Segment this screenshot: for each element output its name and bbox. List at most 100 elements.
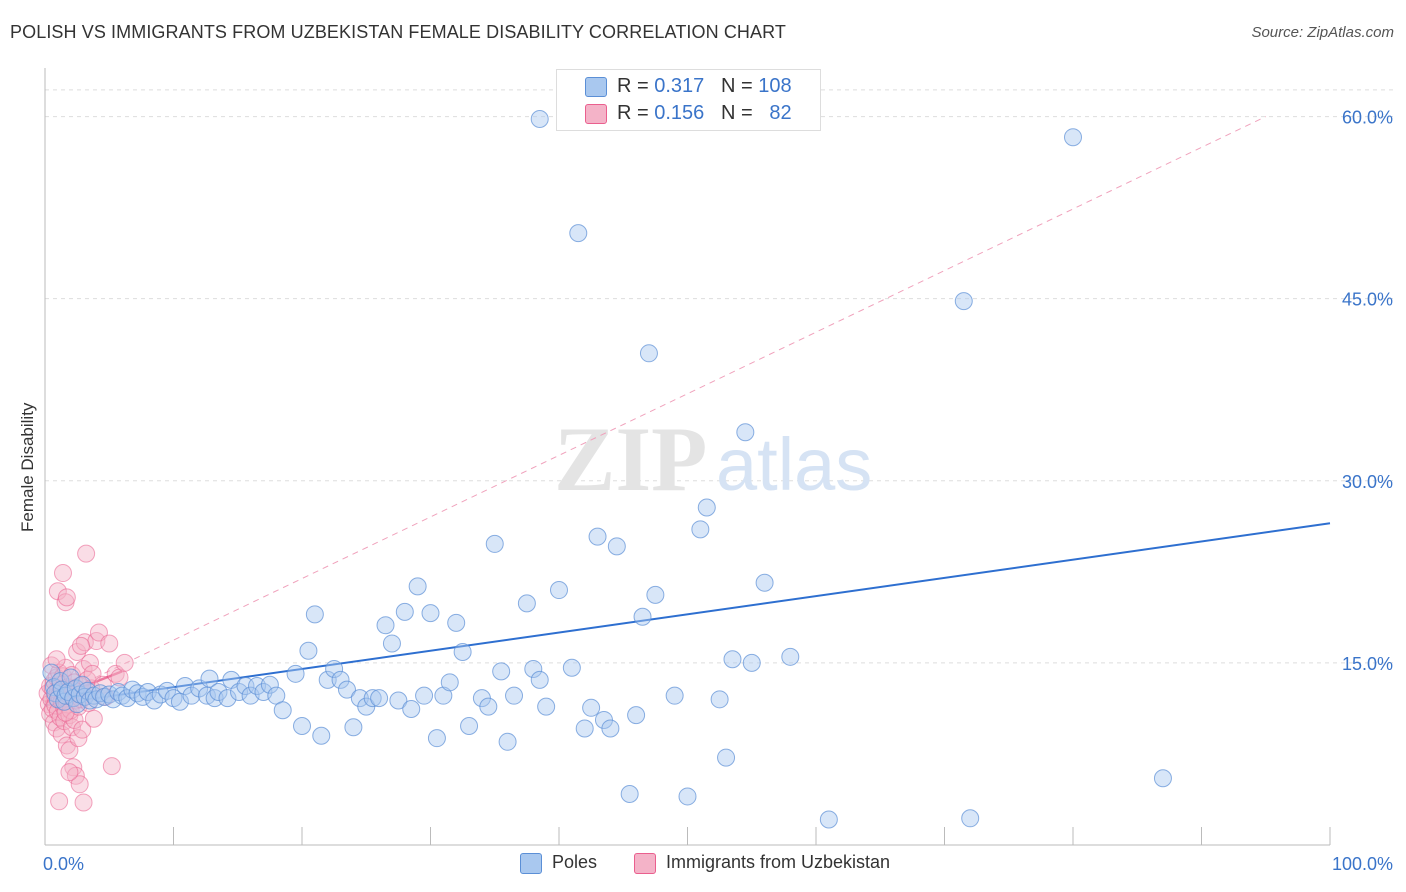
poles-points bbox=[42, 109, 1172, 829]
poles-point bbox=[395, 602, 414, 621]
poles-point bbox=[1064, 128, 1082, 147]
poles-point bbox=[182, 686, 201, 705]
axes bbox=[44, 68, 1331, 846]
n-label: N = bbox=[720, 75, 753, 97]
poles-point bbox=[530, 109, 549, 128]
poles-point bbox=[524, 659, 543, 678]
poles-point bbox=[588, 527, 607, 546]
poles-point bbox=[337, 680, 356, 699]
source-label: Source: ZipAtlas.com bbox=[1251, 24, 1394, 41]
poles-point bbox=[646, 585, 665, 604]
poles-point bbox=[582, 698, 601, 717]
poles-point bbox=[781, 647, 800, 666]
poles-trend-line bbox=[44, 522, 1331, 707]
poles-point bbox=[376, 616, 395, 635]
poles-point bbox=[61, 668, 80, 687]
poles-point bbox=[954, 292, 973, 311]
poles-point bbox=[665, 686, 684, 705]
tick-labels: 15.0% 30.0% 45.0% 60.0% 0.0% 100.0% bbox=[43, 108, 1393, 874]
poles-point bbox=[627, 706, 646, 725]
poles-point bbox=[639, 344, 658, 363]
uzbekistan-point bbox=[47, 650, 66, 669]
poles-point bbox=[389, 691, 408, 710]
uzbekistan-point bbox=[73, 720, 92, 739]
poles-legend-swatch bbox=[520, 853, 542, 874]
poles-point bbox=[505, 686, 524, 705]
uzbekistan-trend-extension bbox=[44, 116, 1266, 703]
poles-point bbox=[421, 604, 440, 623]
uzbekistan-point bbox=[57, 588, 76, 607]
poles-point bbox=[408, 577, 427, 596]
uzbekistan-point bbox=[60, 763, 79, 782]
poles-point bbox=[485, 534, 504, 553]
poles-point bbox=[158, 681, 177, 700]
poles-point bbox=[299, 641, 318, 660]
watermark: ZIP atlas bbox=[554, 408, 872, 510]
poles-point bbox=[575, 719, 594, 738]
poles-point bbox=[530, 670, 549, 689]
uzbekistan-point bbox=[71, 636, 90, 655]
poles-point bbox=[710, 690, 729, 709]
poles-point bbox=[691, 520, 710, 539]
poles-point bbox=[550, 581, 568, 600]
poles-point bbox=[273, 701, 292, 720]
poles-point bbox=[123, 680, 142, 699]
poles-point bbox=[440, 673, 459, 692]
uzbekistan-point bbox=[60, 741, 79, 760]
poles-r-value: 0.317 bbox=[654, 75, 705, 97]
poles-point bbox=[133, 687, 152, 706]
poles-point bbox=[697, 498, 716, 517]
y-axis-label: Female Disability bbox=[18, 402, 37, 532]
uzbekistan-point bbox=[42, 656, 61, 675]
y-tick-label: 15.0% bbox=[1342, 654, 1393, 674]
poles-point bbox=[312, 726, 331, 745]
poles-point bbox=[537, 697, 556, 716]
poles-point bbox=[498, 732, 517, 751]
watermark-atlas: atlas bbox=[716, 423, 872, 506]
poles-point bbox=[819, 810, 838, 829]
poles-point bbox=[209, 683, 228, 702]
poles-point bbox=[260, 675, 279, 694]
uzbekistan-point bbox=[53, 564, 72, 583]
uzbekistan-legend-label: Immigrants from Uzbekistan bbox=[666, 852, 891, 872]
poles-point bbox=[176, 676, 195, 695]
poles-point bbox=[961, 809, 980, 828]
poles-point bbox=[218, 689, 237, 708]
poles-point bbox=[363, 689, 382, 708]
watermark-zip: ZIP bbox=[554, 408, 707, 510]
uzbekistan-point bbox=[69, 729, 88, 748]
poles-point bbox=[479, 697, 498, 716]
poles-point bbox=[620, 785, 639, 804]
x-tick-label-min: 0.0% bbox=[43, 854, 84, 874]
poles-point bbox=[286, 664, 305, 683]
poles-point bbox=[460, 717, 479, 736]
poles-point bbox=[325, 659, 344, 678]
uzbekistan-point bbox=[65, 710, 84, 729]
poles-point bbox=[562, 658, 581, 677]
poles-point bbox=[717, 748, 736, 767]
poles-point bbox=[305, 605, 324, 624]
y-tick-label: 30.0% bbox=[1342, 472, 1393, 492]
uzbekistan-point bbox=[74, 793, 93, 812]
uzbekistan-legend-swatch bbox=[634, 853, 656, 874]
legend-row-uzbekistan-text: R = 0.156 N = 82 bbox=[617, 102, 792, 125]
legend-row-poles-text: R = 0.317 N = 108 bbox=[617, 75, 792, 98]
stats-legend: R = 0.317 N = 108 R = 0.156 N = 82 bbox=[556, 69, 821, 131]
r-label: R = bbox=[617, 102, 649, 124]
uzbekistan-point bbox=[115, 653, 134, 672]
poles-point bbox=[569, 224, 588, 243]
x-tick-label-max: 100.0% bbox=[1332, 854, 1393, 874]
poles-point bbox=[382, 634, 401, 653]
y-tick-label: 60.0% bbox=[1342, 108, 1393, 128]
poles-point bbox=[113, 686, 132, 705]
poles-point bbox=[601, 719, 620, 738]
poles-point bbox=[755, 573, 774, 592]
poles-n-value: 108 bbox=[758, 75, 792, 97]
poles-point bbox=[678, 787, 697, 806]
poles-point bbox=[318, 670, 337, 689]
poles-point bbox=[427, 729, 446, 748]
poles-point bbox=[293, 717, 311, 736]
uzbekistan-point bbox=[84, 709, 103, 728]
r-label: R = bbox=[617, 75, 649, 97]
